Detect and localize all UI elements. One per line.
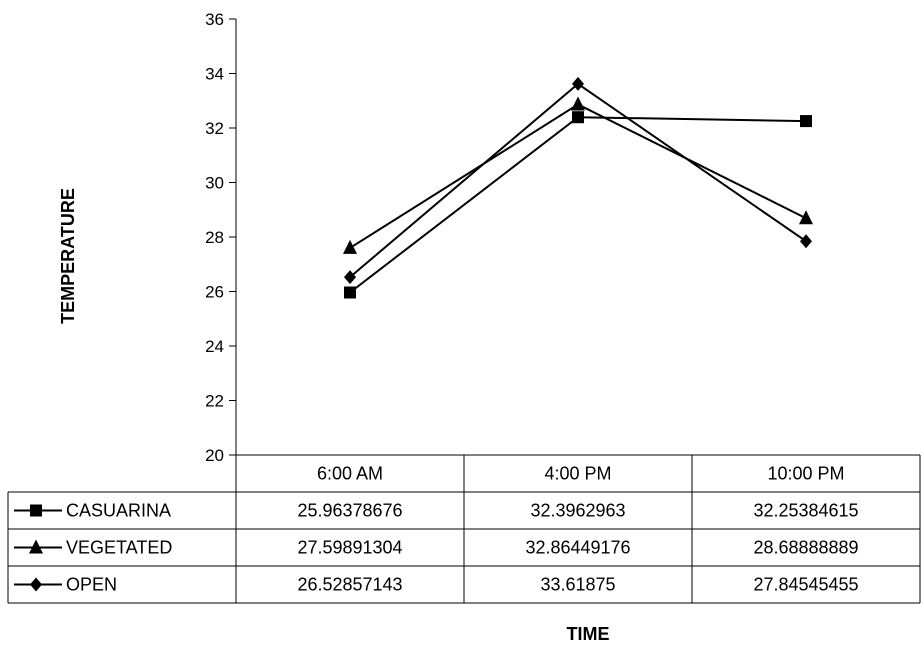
legend-series-name: OPEN: [66, 575, 117, 595]
data-label: 28.68888889: [753, 538, 858, 558]
series-line-vegetated: [349, 103, 807, 249]
data-point-open: [800, 234, 812, 249]
data-point-vegetated: [343, 239, 357, 254]
data-label: 27.84545455: [753, 575, 858, 595]
series-lines: [343, 76, 813, 299]
data-point-vegetated: [571, 96, 585, 111]
legend-key-marker: [30, 577, 42, 592]
data-label: 32.86449176: [525, 538, 630, 558]
data-point-casuarina: [344, 286, 356, 299]
data-point-vegetated: [799, 210, 813, 225]
data-point-open: [344, 270, 356, 285]
legend-key-marker: [29, 539, 43, 554]
y-tick-label: 22: [205, 392, 224, 411]
data-label: 32.3962963: [530, 501, 625, 521]
y-axis-ticks: 20 22 24 26 28 30 32 34 36: [205, 10, 236, 465]
y-tick-label: 36: [205, 10, 224, 29]
y-axis-title: TEMPERATURE: [58, 188, 78, 324]
legend-series-name: CASUARINA: [66, 501, 171, 521]
data-label: 26.52857143: [297, 575, 402, 595]
x-category-label: 4:00 PM: [544, 464, 611, 484]
data-point-open: [572, 76, 584, 91]
x-axis-title: TIME: [567, 624, 610, 644]
x-category-label: 6:00 AM: [317, 464, 383, 484]
y-tick-label: 26: [205, 283, 224, 302]
legend-key-marker: [30, 504, 42, 517]
y-tick-label: 28: [205, 228, 224, 247]
data-label: 27.59891304: [297, 538, 402, 558]
data-point-casuarina: [800, 115, 812, 128]
data-point-casuarina: [572, 111, 584, 124]
legend-series-name: VEGETATED: [66, 538, 172, 558]
y-tick-label: 32: [205, 119, 224, 138]
data-label: 32.25384615: [753, 501, 858, 521]
data-table: 6:00 AM 4:00 PM 10:00 PM CASUARINA 25.963786…: [7, 454, 921, 604]
series-vegetated: [343, 96, 813, 254]
y-tick-label: 20: [205, 446, 224, 465]
y-tick-label: 30: [205, 174, 224, 193]
y-tick-label: 24: [205, 337, 224, 356]
x-category-label: 10:00 PM: [767, 464, 844, 484]
data-label: 33.61875: [540, 575, 615, 595]
y-tick-label: 34: [205, 65, 224, 84]
data-label: 25.96378676: [297, 501, 402, 521]
series-open: [344, 76, 812, 285]
series-casuarina: [344, 111, 812, 299]
